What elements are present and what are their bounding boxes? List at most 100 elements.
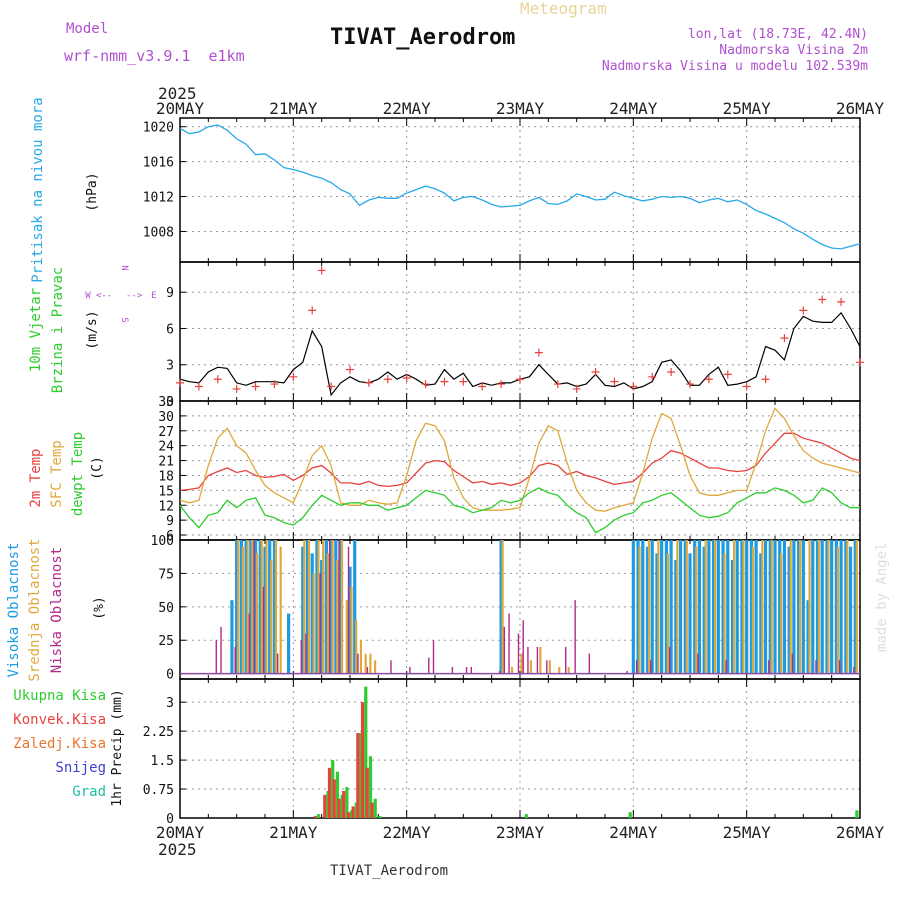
cloud-mid-bar (279, 546, 282, 674)
cloud-high-bar (830, 540, 834, 674)
cloud-high-bar (848, 546, 853, 674)
cloud-low-bar (451, 666, 454, 674)
cloud-low-bar (853, 666, 855, 674)
ytick-label-temperature-4: 18 (158, 469, 174, 484)
cloud-high-bar (499, 540, 503, 674)
gust-mark (704, 375, 713, 384)
ytick-label-temperature-3: 15 (158, 484, 174, 499)
gust-mark (686, 380, 694, 389)
cloud-mid-bar (732, 540, 736, 674)
ytick-label-pressure-1: 1012 (143, 191, 174, 206)
cloud-high-bar (759, 553, 763, 674)
cloud-mid-bar (336, 560, 339, 674)
gust-mark (856, 358, 864, 367)
cloud-high-bar (688, 553, 692, 674)
cloud-high-bar (244, 540, 248, 674)
lonlat-text: lon,lat (18.73E, 42.4N) (688, 27, 868, 42)
temp2m-ylabel: 2m Temp (28, 448, 44, 507)
compass-left-arrow: <-- (96, 291, 112, 301)
gust-mark (270, 380, 279, 389)
rain-conv-bar (370, 802, 374, 818)
cloud-high-bar (778, 540, 782, 674)
cloud-low-bar (517, 633, 520, 674)
cloud-high-bar (660, 540, 664, 674)
cloud-mid-bar (789, 540, 792, 674)
cloud-low-bar (546, 660, 548, 674)
rain-total-bar (373, 798, 377, 818)
cloud-mid-bar (355, 620, 358, 674)
cloud-mid-bar (723, 553, 726, 674)
compass-right-arrow: --> (126, 291, 143, 301)
rain-conv-bar (346, 812, 350, 818)
ytick-label-pressure-0: 1008 (143, 225, 174, 240)
cloud-unit: (%) (92, 596, 107, 619)
cloud-low-bar (328, 540, 331, 674)
cloud-high-bar (268, 540, 272, 674)
ytick-label-clouds-2: 50 (158, 601, 174, 616)
gust-mark (317, 266, 326, 275)
cloud-mid-bar (322, 540, 325, 674)
cloud-mid-bar (647, 540, 651, 674)
frame-clouds (179, 539, 861, 680)
cloud-mid-bar (255, 553, 259, 674)
date-label-top-20MAY: 20MAY (156, 99, 205, 118)
cloud-mid-bar (520, 653, 523, 674)
gust-mark (478, 382, 487, 391)
cloud-low-bar (390, 660, 392, 674)
ytick-label-temperature-6: 24 (158, 440, 174, 455)
cloud-low-bar (220, 626, 222, 674)
cloud-mid-bar (364, 653, 367, 674)
ytick-label-wind-3: 9 (166, 286, 174, 301)
model-altitude-text: Nadmorska Visina u modelu 102.539m (602, 59, 868, 74)
cloud-high-bar (287, 613, 291, 674)
cloud-high-bar (801, 540, 805, 674)
cloud-high-bar (768, 540, 772, 674)
cloud-high-bar (806, 600, 810, 674)
gust-mark (780, 334, 789, 343)
gust-mark (648, 372, 657, 381)
gust-mark (194, 382, 203, 391)
cloud-low-bar (470, 666, 472, 674)
cloud-high-bar (820, 540, 824, 674)
date-label-bottom-23MAY: 23MAY (496, 823, 545, 842)
cloud-mid-bar (359, 640, 363, 674)
cloud-high-bar (707, 540, 711, 674)
meteogram-label: Meteogram (520, 0, 607, 18)
cloud-high-bar (740, 540, 744, 674)
frame-temperature (179, 400, 861, 541)
rain-conv-bar (365, 767, 369, 818)
cloud-high-bar (749, 540, 753, 674)
cloud-mid-bar (270, 560, 273, 674)
cloud-mid-bar (529, 660, 533, 674)
cloud-high-bar (348, 566, 352, 674)
ytick-label-clouds-1: 25 (158, 634, 174, 649)
cloud-high-bar (235, 540, 239, 674)
cloud-high-bar (853, 540, 857, 674)
date-label-top-24MAY: 24MAY (609, 99, 658, 118)
cloud-mid-bar (827, 540, 830, 674)
altitude-text: Nadmorska Visina 2m (719, 43, 868, 58)
cloud-low-bar (215, 640, 217, 674)
cloud-low-bar (432, 640, 435, 674)
model-label: Model (66, 21, 108, 37)
model-name: wrf-nmm_v3.9.1 e1km (64, 47, 245, 65)
cloud-high-bar (230, 600, 234, 674)
cloud-low-bar (668, 646, 671, 674)
gust-mark (440, 377, 449, 386)
cloud-mid-bar (657, 540, 660, 674)
precip-legend-item: Snijeg (55, 760, 106, 776)
rain-conv-bar (342, 790, 346, 818)
cloud-low-bar (635, 660, 638, 674)
gust-mark (232, 384, 241, 393)
pressure-ylabel: Pritisak na nivou mora (30, 97, 46, 282)
gust-mark (516, 375, 524, 384)
cloud-high-bar (645, 546, 650, 674)
cloud-low-bar (725, 660, 727, 674)
cloud-high-bar (249, 540, 253, 674)
cloud-low-bar (357, 653, 359, 674)
cloud-high-bar (792, 540, 796, 674)
gust-mark (534, 348, 543, 357)
rain-total-bar (316, 814, 321, 818)
date-label-bottom-25MAY: 25MAY (723, 823, 772, 842)
